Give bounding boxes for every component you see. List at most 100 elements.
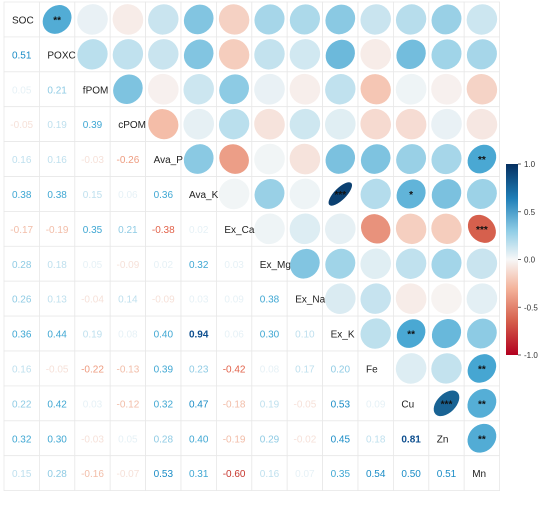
grid-cell: [215, 280, 253, 317]
grid-cell: [74, 280, 111, 317]
correlation-value-label: 0.28: [47, 469, 67, 480]
correlation-ellipse: [254, 73, 285, 105]
grid-cell: [74, 106, 111, 142]
correlation-ellipse: [431, 73, 462, 105]
grid-cell: [145, 210, 182, 247]
correlation-value-label: -0.05: [10, 120, 33, 131]
correlation-value-label: 0.44: [47, 330, 67, 341]
correlation-ellipse: [396, 319, 426, 348]
correlation-ellipse: [467, 214, 496, 243]
correlation-value-label: 0.03: [189, 295, 209, 306]
correlation-ellipse: [360, 214, 391, 244]
grid-cell: [357, 420, 394, 457]
grid-cell: [392, 455, 430, 492]
grid-cell: [3, 106, 40, 142]
grid-cell: [3, 1, 40, 38]
colorbar-tick-label: 1.0: [524, 160, 536, 169]
grid-cell: [322, 420, 359, 457]
correlation-value-label: 0.38: [260, 295, 280, 306]
correlation-value-label: -0.19: [223, 434, 246, 445]
correlation-ellipse: [467, 388, 497, 418]
correlation-ellipse: [433, 390, 460, 417]
correlation-value-label: -0.09: [152, 295, 175, 306]
correlation-value-label: 0.03: [224, 260, 244, 271]
correlation-value-label: 0.08: [118, 330, 138, 341]
correlation-ellipse: [325, 283, 356, 314]
diagonal-label-poxc: POXC: [47, 50, 75, 61]
grid-cell: [109, 455, 146, 492]
significance-label: **: [53, 15, 61, 26]
correlation-value-label: 0.23: [189, 364, 209, 375]
correlation-ellipse: [219, 74, 249, 105]
correlation-ellipse: [183, 39, 214, 70]
correlation-ellipse: [218, 39, 250, 70]
correlation-value-label: 0.10: [295, 330, 315, 341]
colorbar-ticks: 1.0 0.5 0.0 -0.5 -1.0: [518, 160, 538, 360]
correlation-ellipse: [289, 39, 321, 70]
correlation-ellipse: [360, 108, 391, 140]
correlation-value-label: 0.08: [260, 364, 280, 375]
grid-cell: [251, 315, 288, 352]
colorbar-tick-label: -1.0: [524, 351, 538, 360]
grid-cell: [39, 36, 76, 73]
correlation-ellipse: [431, 283, 462, 314]
correlation-ellipse: [466, 178, 497, 209]
correlation-ellipse: [325, 39, 355, 69]
correlation-ellipse: [360, 318, 391, 349]
correlation-ellipse: [289, 4, 320, 35]
grid-cell: [39, 385, 76, 422]
correlation-value-label: 0.20: [331, 364, 351, 375]
grid-cell: [215, 210, 253, 247]
correlation-value-label: -0.38: [152, 225, 175, 236]
correlation-ellipse: [254, 108, 285, 140]
grid-cell: [145, 455, 182, 492]
grid-cell: [74, 176, 111, 212]
grid-cell: [3, 385, 40, 422]
correlation-ellipse: [396, 144, 427, 175]
correlation-value-label: 0.42: [47, 399, 67, 410]
correlation-value-label: -0.05: [294, 399, 317, 410]
correlation-ellipse: [325, 4, 356, 35]
correlation-value-label: -0.60: [223, 469, 246, 480]
correlation-ellipse: [395, 108, 427, 140]
correlation-ellipse: [360, 39, 392, 70]
correlation-ellipse: [431, 39, 462, 70]
grid-cell: [251, 455, 288, 492]
correlation-value-label: 0.38: [12, 190, 32, 201]
colorbar: 1.0 0.5 0.0 -0.5 -1.0: [506, 160, 538, 360]
correlation-value-label: 0.18: [47, 260, 67, 271]
correlation-ellipse: [289, 213, 321, 245]
correlation-ellipse: [396, 179, 426, 209]
correlation-ellipse: [431, 248, 462, 279]
correlation-ellipse: [289, 178, 321, 210]
correlation-value-label: 0.06: [224, 330, 244, 341]
grid-cell: [145, 315, 182, 352]
correlation-value-label: 0.21: [47, 85, 67, 96]
correlation-ellipse: [431, 143, 462, 175]
diagonal-label-ex-k: Ex_K: [331, 330, 355, 341]
correlation-ellipse: [396, 39, 426, 70]
correlation-value-label: 0.45: [331, 434, 351, 445]
correlation-ellipse: [325, 74, 356, 105]
correlation-value-label: 0.19: [83, 330, 103, 341]
correlation-value-label: -0.03: [81, 434, 104, 445]
correlation-value-label: 0.94: [189, 330, 209, 341]
grid-cell: [180, 176, 217, 212]
correlation-ellipse: [218, 108, 250, 140]
correlation-ellipse: [431, 353, 462, 384]
significance-label: ***: [334, 190, 346, 201]
colorbar-tick-label: -0.5: [524, 303, 538, 312]
correlation-value-label: -0.42: [223, 364, 246, 375]
correlation-value-label: -0.02: [294, 434, 317, 445]
grid-cell: [3, 245, 40, 282]
correlation-ellipse: [328, 182, 353, 206]
correlation-value-label: 0.02: [154, 260, 174, 271]
significance-label: ***: [441, 399, 453, 410]
grid-cell: [180, 385, 217, 422]
grid-cell: [39, 350, 76, 387]
correlation-ellipse: [148, 109, 179, 140]
correlation-ellipse: [395, 283, 427, 314]
grid-cell: [3, 210, 40, 247]
correlation-value-label: 0.53: [331, 399, 351, 410]
